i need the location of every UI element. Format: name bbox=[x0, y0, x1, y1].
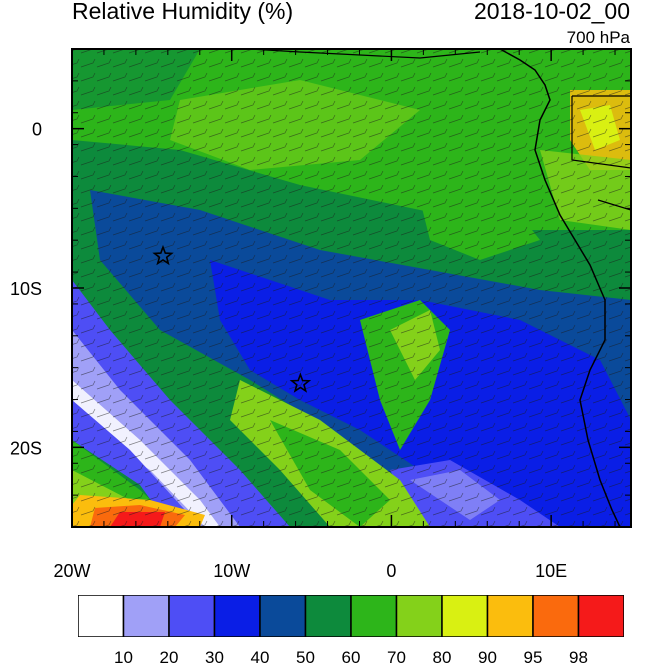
map-ticks: 20W 10W 0 10E 0 10S 20S bbox=[10, 48, 631, 581]
pressure-level: 700 hPa bbox=[566, 28, 630, 47]
colorbar-swatch bbox=[532, 595, 580, 637]
colorbar-label: 10 bbox=[114, 648, 133, 667]
colorbar-label: 20 bbox=[159, 648, 179, 667]
colorbar-swatch bbox=[78, 595, 125, 637]
colorbar-swatch bbox=[259, 595, 307, 637]
x-tick-label: 10W bbox=[213, 561, 250, 581]
colorbar-label: 80 bbox=[432, 648, 452, 667]
chart-title: Relative Humidity (%) bbox=[72, 0, 294, 24]
colorbar-label: 30 bbox=[205, 648, 224, 667]
colorbar-swatch bbox=[213, 595, 261, 637]
markers bbox=[152, 244, 312, 393]
y-tick-label: 20S bbox=[10, 438, 42, 458]
colorbar-label: 40 bbox=[250, 648, 270, 667]
x-tick-label: 10E bbox=[535, 561, 567, 581]
colorbar-label: 70 bbox=[387, 648, 406, 667]
y-tick-label: 0 bbox=[32, 120, 42, 140]
colorbar-label: 50 bbox=[296, 648, 315, 667]
y-tick-label: 10S bbox=[10, 279, 42, 299]
colorbar-swatch bbox=[168, 595, 216, 637]
colorbar-swatch bbox=[486, 595, 534, 637]
colorbar-label: 95 bbox=[523, 648, 543, 667]
colorbar bbox=[78, 595, 624, 637]
star-marker bbox=[152, 244, 174, 266]
colorbar-swatch bbox=[577, 595, 624, 637]
colorbar-label: 90 bbox=[478, 648, 497, 667]
colorbar-swatch bbox=[122, 595, 170, 637]
x-tick-label: 20W bbox=[53, 561, 90, 581]
colorbar-label: 98 bbox=[569, 648, 588, 667]
colorbar-swatch bbox=[304, 595, 352, 637]
colorbar-swatch bbox=[350, 595, 398, 637]
valid-time: 2018-10-02_00 bbox=[473, 0, 630, 24]
star-marker bbox=[289, 372, 312, 393]
colorbar-swatch bbox=[395, 595, 443, 637]
humidity-field bbox=[72, 49, 631, 527]
colorbar-swatch bbox=[441, 595, 489, 637]
x-tick-label: 0 bbox=[386, 561, 396, 581]
colorbar-label: 60 bbox=[341, 648, 361, 667]
